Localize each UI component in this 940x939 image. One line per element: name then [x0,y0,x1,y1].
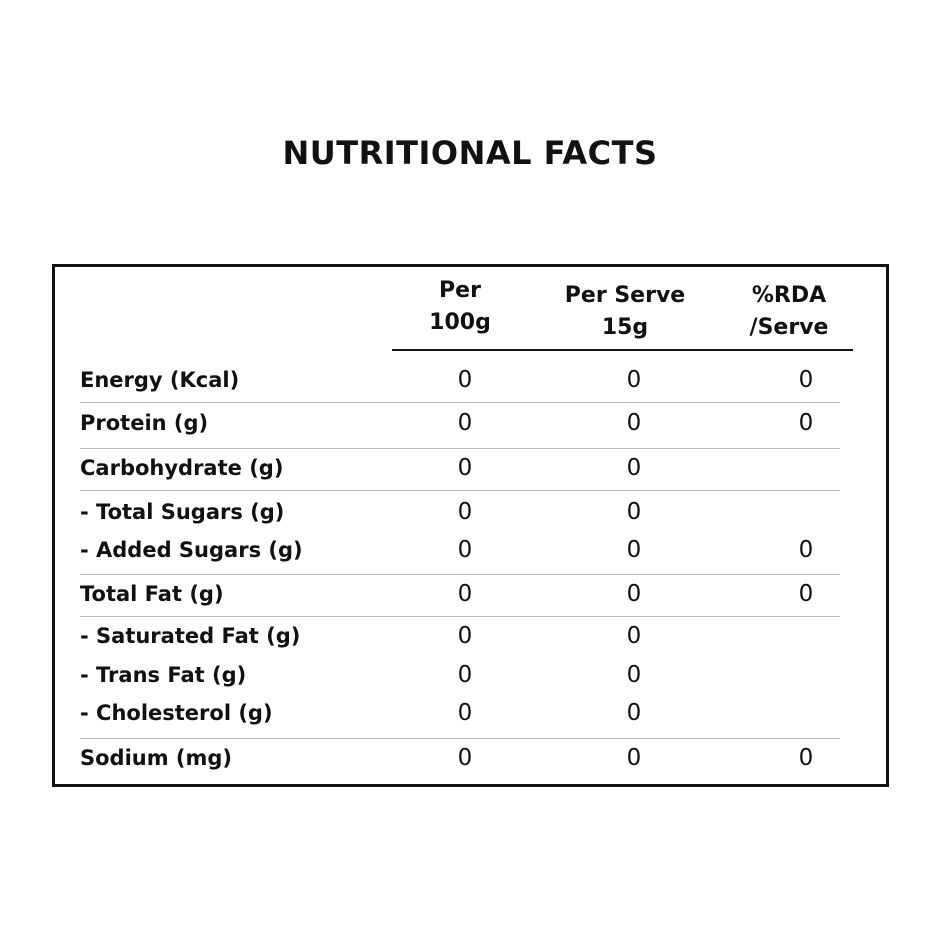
header-line: %RDA [751,283,827,308]
cell-value: 0 [457,662,473,688]
header-rule [392,349,853,351]
cell-value: 0 [626,537,642,563]
cell-value: 0 [457,581,473,607]
header-line: /Serve [749,315,829,340]
cell-value: 0 [626,499,642,525]
cell-value: 0 [457,623,473,649]
cell-value: 0 [798,367,814,393]
row-separator [80,574,840,575]
row-separator [80,490,840,491]
row-label: - Cholesterol (g) [80,701,273,725]
header-line: 100g [429,310,491,335]
cell-value: 0 [798,745,814,771]
row-label: Carbohydrate (g) [80,456,284,480]
header-line: Per [439,278,481,303]
row-label: Total Fat (g) [80,582,224,606]
cell-value: 0 [626,455,642,481]
cell-value: 0 [626,410,642,436]
column-header: Per 100g [429,275,491,339]
column-header: %RDA/Serve [750,280,829,344]
title: NUTRITIONAL FACTS [282,134,658,172]
row-label: - Total Sugars (g) [80,500,285,524]
cell-value: 0 [626,367,642,393]
cell-value: 0 [626,581,642,607]
cell-value: 0 [626,745,642,771]
row-label: Sodium (mg) [80,746,233,770]
cell-value: 0 [457,499,473,525]
cell-value: 0 [457,700,473,726]
table-frame [52,264,889,787]
column-header: Per Serve 15g [565,280,685,344]
row-separator [80,448,840,449]
cell-value: 0 [626,700,642,726]
header-line: 15g [601,315,649,340]
header-line: Per Serve [564,283,686,308]
row-separator [80,402,840,403]
cell-value: 0 [798,581,814,607]
row-label: Energy (Kcal) [80,368,240,392]
row-label: Protein (g) [80,411,209,435]
cell-value: 0 [798,410,814,436]
cell-value: 0 [626,662,642,688]
cell-value: 0 [798,537,814,563]
cell-value: 0 [626,623,642,649]
row-separator [80,738,840,739]
row-label: - Saturated Fat (g) [80,624,301,648]
cell-value: 0 [457,745,473,771]
row-label: - Trans Fat (g) [80,663,247,687]
row-separator [80,616,840,617]
cell-value: 0 [457,367,473,393]
cell-value: 0 [457,537,473,563]
cell-value: 0 [457,410,473,436]
row-label: - Added Sugars (g) [80,538,303,562]
cell-value: 0 [457,455,473,481]
